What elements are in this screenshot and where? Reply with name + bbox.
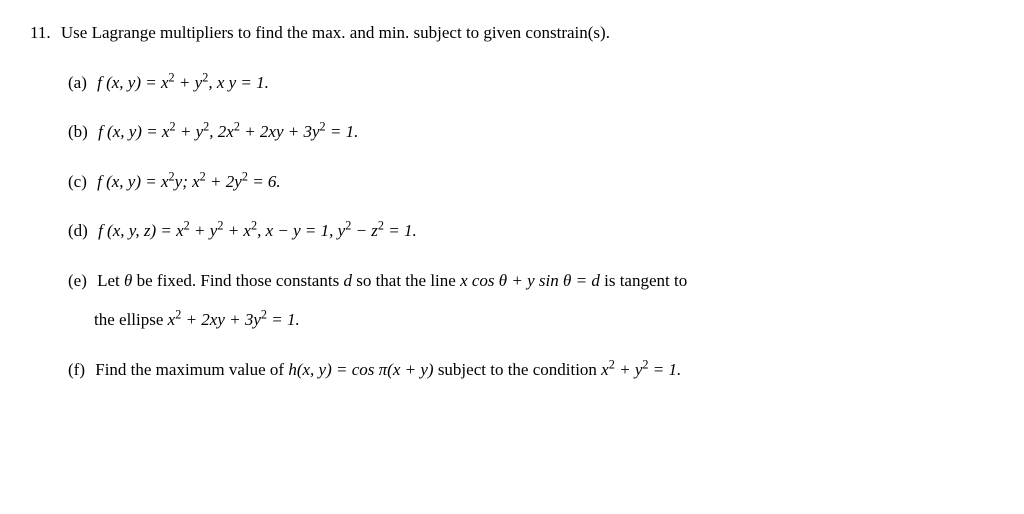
text: subject to the condition — [434, 360, 602, 379]
problem-header: 11. Use Lagrange multipliers to find the… — [30, 20, 994, 46]
text: + y — [175, 73, 203, 92]
text: , x y = 1. — [208, 73, 269, 92]
subpart-d: (d) f (x, y, z) = x2 + y2 + x2, x − y = … — [68, 218, 994, 244]
text: − z — [351, 221, 378, 240]
subpart-e-content-line1: Let θ be fixed. Find those constants d s… — [97, 271, 687, 290]
text: h(x, y) = cos — [288, 360, 378, 379]
text: f (x, y) = x — [97, 73, 168, 92]
subpart-a: (a) f (x, y) = x2 + y2, x y = 1. — [68, 70, 994, 96]
theta: θ — [499, 271, 507, 290]
text: + y sin — [507, 271, 563, 290]
subpart-d-label: (d) — [68, 221, 88, 240]
text: so that the line — [352, 271, 460, 290]
subpart-c-label: (c) — [68, 172, 87, 191]
text: is tangent to — [600, 271, 687, 290]
text: + 2xy + 3y — [181, 310, 261, 329]
subpart-f: (f) Find the maximum value of h(x, y) = … — [68, 357, 994, 383]
text: + y — [615, 360, 643, 379]
text: the ellipse — [94, 310, 168, 329]
text: + 2xy + 3y — [240, 122, 320, 141]
text: f (x, y, z) = x — [98, 221, 184, 240]
text: (x + y) — [387, 360, 433, 379]
text: = 1. — [649, 360, 682, 379]
text: x — [601, 360, 609, 379]
text: Find the maximum value of — [95, 360, 288, 379]
text: y; x — [175, 172, 200, 191]
problem-number: 11. — [30, 23, 51, 42]
pi: π — [379, 360, 388, 379]
text: = 1. — [326, 122, 359, 141]
text: + 2y — [206, 172, 242, 191]
subpart-a-content: f (x, y) = x2 + y2, x y = 1. — [97, 73, 269, 92]
text: = 1. — [267, 310, 300, 329]
text: x cos — [460, 271, 499, 290]
subparts-container: (a) f (x, y) = x2 + y2, x y = 1. (b) f (… — [68, 70, 994, 383]
subpart-c: (c) f (x, y) = x2y; x2 + 2y2 = 6. — [68, 169, 994, 195]
text: = d — [571, 271, 599, 290]
text: + y — [190, 221, 218, 240]
text: = 1. — [384, 221, 417, 240]
subpart-d-content: f (x, y, z) = x2 + y2 + x2, x − y = 1, y… — [98, 221, 417, 240]
subpart-e-label: (e) — [68, 271, 87, 290]
text: + x — [223, 221, 251, 240]
subpart-f-label: (f) — [68, 360, 85, 379]
subpart-b-content: f (x, y) = x2 + y2, 2x2 + 2xy + 3y2 = 1. — [98, 122, 358, 141]
text: Let — [97, 271, 124, 290]
subpart-e-content-line2: the ellipse x2 + 2xy + 3y2 = 1. — [94, 307, 994, 333]
subpart-b: (b) f (x, y) = x2 + y2, 2x2 + 2xy + 3y2 … — [68, 119, 994, 145]
subpart-f-content: Find the maximum value of h(x, y) = cos … — [95, 360, 681, 379]
text: be fixed. Find those constants — [132, 271, 343, 290]
text: + y — [176, 122, 204, 141]
text: f (x, y) = x — [98, 122, 169, 141]
subpart-b-label: (b) — [68, 122, 88, 141]
subpart-e: (e) Let θ be fixed. Find those constants… — [68, 268, 994, 333]
text: f (x, y) = x — [97, 172, 168, 191]
text: , x − y = 1, y — [257, 221, 345, 240]
text: = 6. — [248, 172, 281, 191]
subpart-c-content: f (x, y) = x2y; x2 + 2y2 = 6. — [97, 172, 281, 191]
subpart-a-label: (a) — [68, 73, 87, 92]
problem-title: Use Lagrange multipliers to find the max… — [61, 23, 610, 42]
d-var: d — [343, 271, 352, 290]
text: , 2x — [209, 122, 234, 141]
